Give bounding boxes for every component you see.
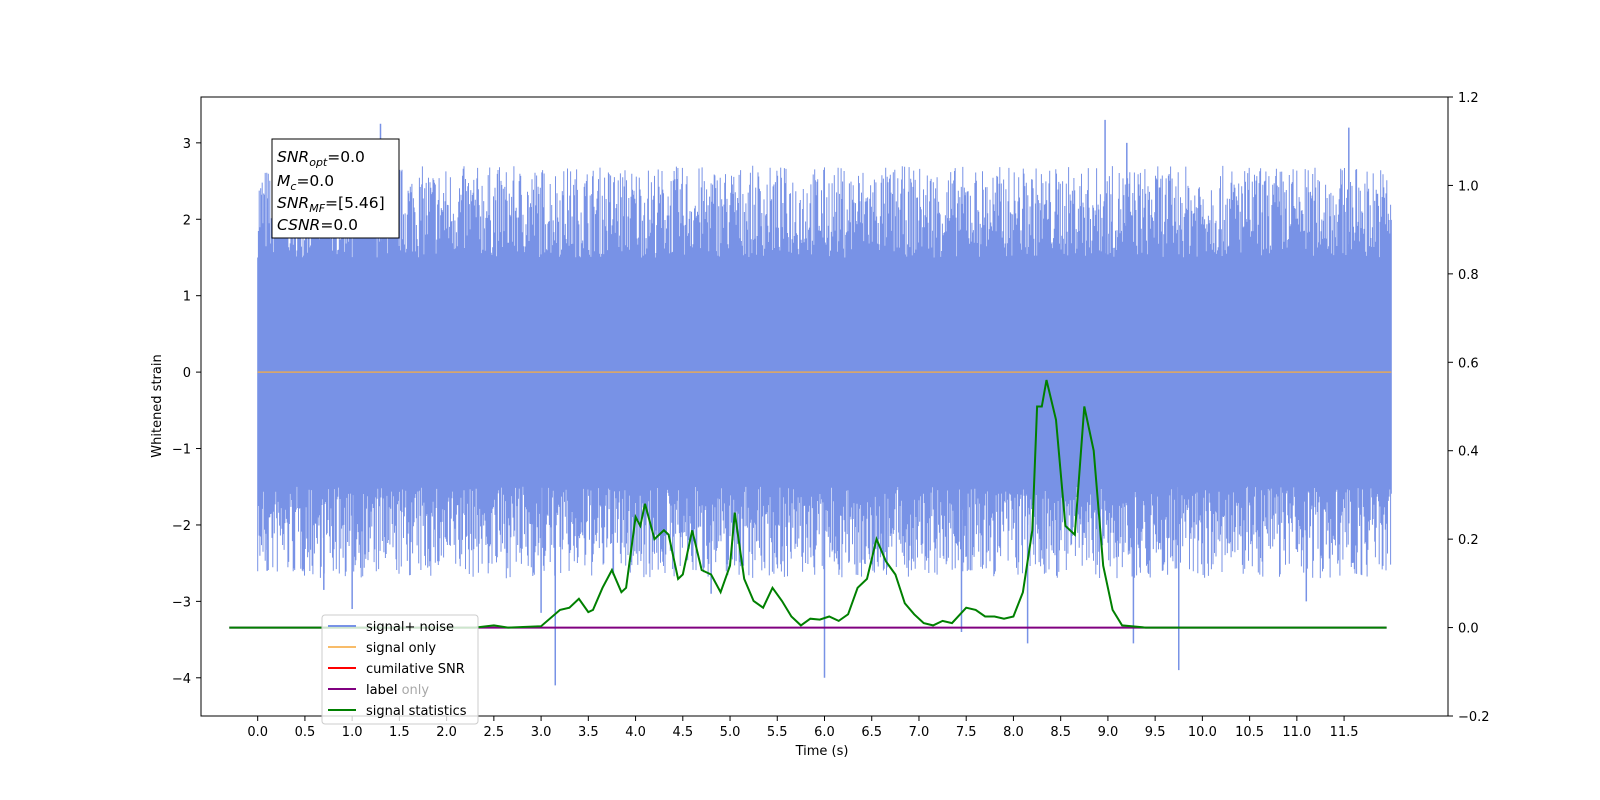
axes: 0.0 0.5 1.0 1.5 2.0 2.5 3.0 3.5 4.0 4.5 5.0 5.5 6.0 6…	[172, 91, 1490, 740]
y2-tick-label-7: 1.2	[1458, 91, 1479, 106]
snr-mf-text: SNRMF=[5.46]	[277, 194, 385, 215]
y2-tick-label-4: 0.6	[1458, 356, 1479, 371]
y-tick-label-0: −4	[172, 672, 191, 687]
y-tick-label-4: 0	[183, 366, 191, 381]
x-axis-label: Time (s)	[795, 744, 849, 759]
y2-tick-label-3: 0.4	[1458, 445, 1479, 460]
info-box: SNRopt=0.0 Mc=0.0 SNRMF=[5.46] CSNR=0.0	[271, 138, 400, 239]
snr-opt-symbol: SNR	[277, 148, 309, 166]
signal-statistics-line	[229, 379, 1387, 629]
x-tick-label-6: 3.0	[531, 725, 552, 740]
legend-label-label-only: label only	[366, 683, 429, 698]
x-tick-label-7: 3.5	[578, 725, 599, 740]
x-tick-label-20: 10.0	[1188, 725, 1217, 740]
x-tick-label-9: 4.5	[672, 725, 693, 740]
x-tick-label-16: 8.0	[1003, 725, 1024, 740]
legend-label-signal-statistics: signal statistics	[366, 704, 467, 719]
csnr-symbol: CSNR	[277, 216, 320, 234]
x-tick-label-19: 9.5	[1145, 725, 1166, 740]
x-tick-label-22: 11.0	[1282, 725, 1311, 740]
x-tick-label-4: 2.0	[436, 725, 457, 740]
csnr-text: CSNR=0.0	[277, 216, 358, 234]
legend-frame	[321, 614, 479, 725]
info-box-frame	[271, 138, 400, 239]
legend-label-signal-noise: signal+ noise	[366, 620, 454, 635]
snr-opt-value: =0.0	[327, 148, 365, 166]
x-tick-label-10: 5.0	[720, 725, 741, 740]
y-tick-label-5: 1	[183, 290, 191, 305]
legend-label-label: label	[366, 683, 397, 698]
x-tick-label-2: 1.0	[342, 725, 363, 740]
x-tick-label-17: 8.5	[1050, 725, 1071, 740]
y-tick-label-7: 3	[183, 137, 191, 152]
x-tick-label-1: 0.5	[295, 725, 316, 740]
legend: signal+ noise signal only cumilative SNR…	[321, 614, 479, 725]
x-tick-label-21: 10.5	[1235, 725, 1264, 740]
snr-mf-subscript: MF	[309, 202, 325, 215]
x-tick-label-0: 0.0	[247, 725, 268, 740]
snr-mf-value: =[5.46]	[325, 194, 385, 212]
snr-opt-subscript: opt	[309, 156, 328, 169]
x-tick-label-23: 11.5	[1330, 725, 1359, 740]
x-tick-label-18: 9.0	[1098, 725, 1119, 740]
csnr-value: =0.0	[320, 216, 358, 234]
legend-label-cumulative-snr: cumilative SNR	[366, 662, 465, 677]
mc-text: Mc=0.0	[277, 172, 334, 193]
y2-tick-label-0: −0.2	[1458, 710, 1490, 725]
mc-value: =0.0	[296, 172, 334, 190]
x-tick-label-11: 5.5	[767, 725, 788, 740]
x-tick-label-5: 2.5	[484, 725, 505, 740]
x-tick-label-15: 7.5	[956, 725, 977, 740]
mc-subscript: c	[290, 180, 296, 193]
y2-tick-label-5: 0.8	[1458, 268, 1479, 283]
x-tick-label-3: 1.5	[389, 725, 410, 740]
x-tick-label-14: 7.0	[909, 725, 930, 740]
snr-opt-text: SNRopt=0.0	[277, 148, 365, 169]
x-tick-label-12: 6.0	[814, 725, 835, 740]
y-tick-label-1: −3	[172, 595, 191, 610]
mc-symbol: M	[277, 172, 290, 190]
y2-tick-label-1: 0.0	[1458, 622, 1479, 637]
snr-mf-symbol: SNR	[277, 194, 309, 212]
y-tick-label-2: −2	[172, 519, 191, 534]
legend-label-signal-only: signal only	[366, 641, 436, 656]
y-tick-label-6: 2	[183, 213, 191, 228]
y-axis-label: Whitened strain	[150, 354, 165, 457]
x-tick-label-13: 6.5	[861, 725, 882, 740]
y2-tick-label-6: 1.0	[1458, 179, 1479, 194]
y-tick-label-3: −1	[172, 443, 191, 458]
y2-tick-label-2: 0.2	[1458, 533, 1479, 548]
x-tick-label-8: 4.0	[625, 725, 646, 740]
